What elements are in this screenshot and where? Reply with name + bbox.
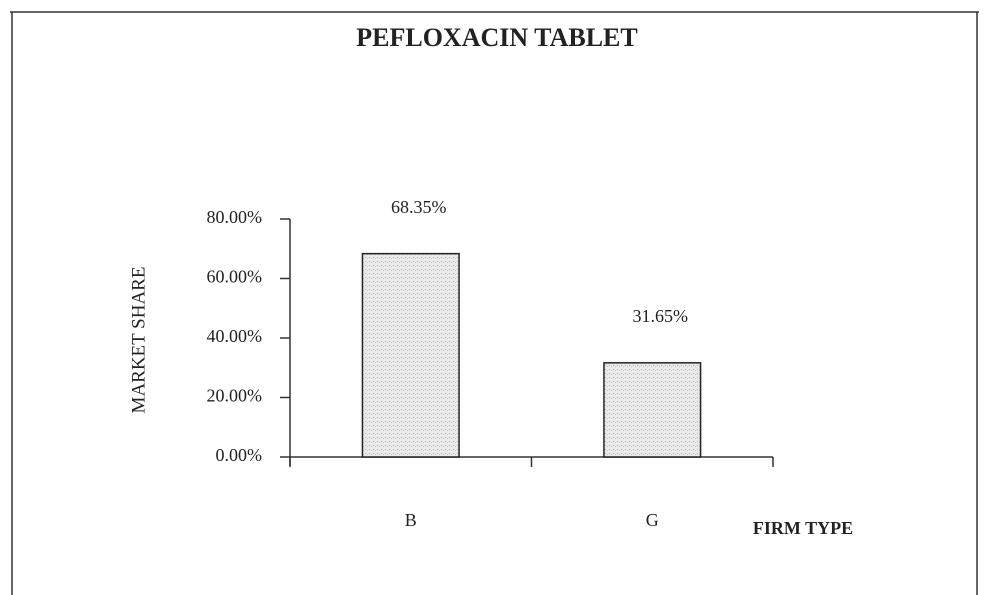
value-label: 68.35% bbox=[391, 197, 447, 217]
x-tick-label: G bbox=[646, 510, 659, 530]
bar bbox=[603, 362, 702, 458]
y-axis-label: MARKET SHARE bbox=[128, 267, 149, 414]
y-tick-label: 80.00% bbox=[207, 207, 263, 227]
y-tick-label: 20.00% bbox=[207, 386, 263, 406]
value-label: 31.65% bbox=[633, 306, 689, 326]
y-tick-label: 40.00% bbox=[207, 326, 263, 346]
bar bbox=[361, 252, 460, 458]
chart-title: PEFLOXACIN TABLET bbox=[356, 23, 637, 52]
x-axis-label: FIRM TYPE bbox=[753, 518, 853, 538]
x-tick-label: B bbox=[405, 510, 417, 530]
y-tick-label: 0.00% bbox=[216, 445, 263, 465]
y-tick-label: 60.00% bbox=[207, 267, 263, 287]
